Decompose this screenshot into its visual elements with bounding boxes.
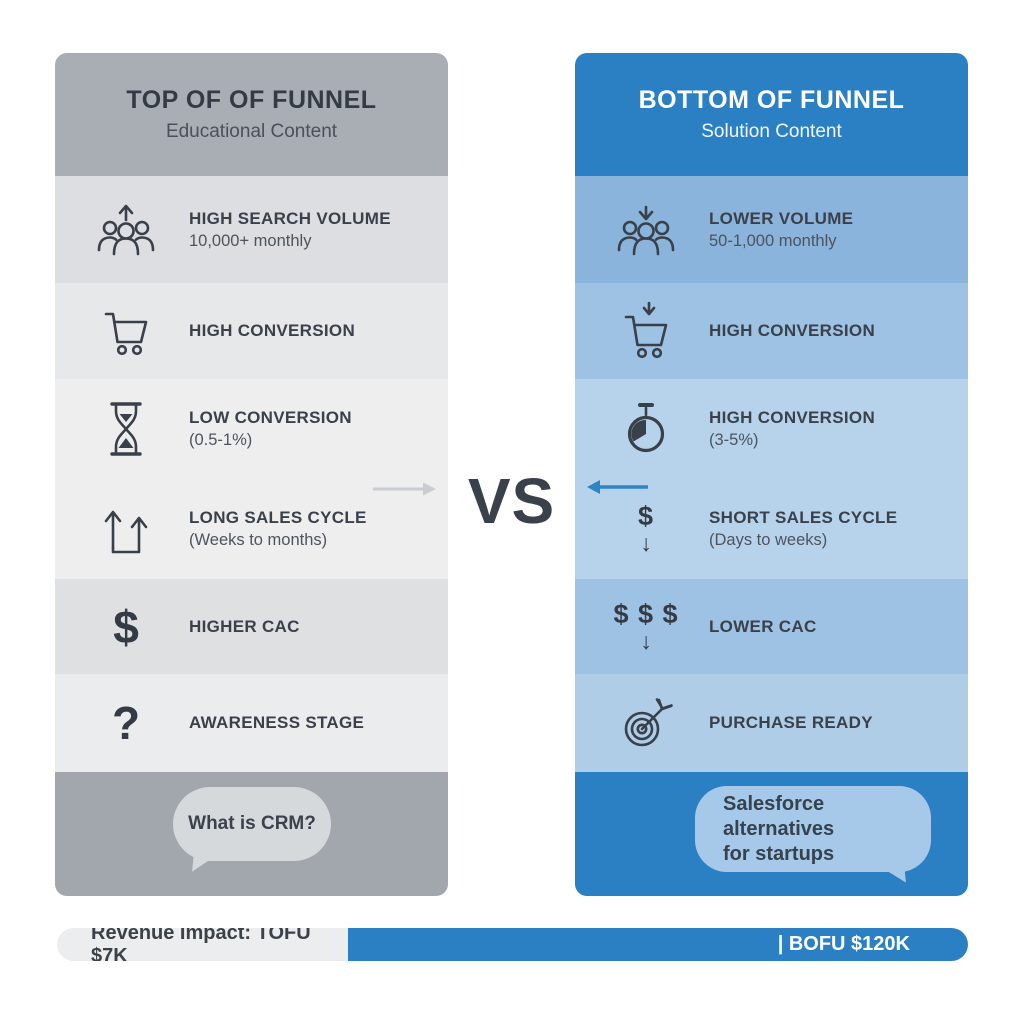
bofu-footer: Salesforce alternatives for startups [575, 772, 968, 896]
feature-subtitle: (Days to weeks) [709, 531, 828, 549]
feature-title: HIGH CONVERSION [709, 321, 876, 340]
tofu-subtitle: Educational Content [165, 121, 338, 142]
people-up-arrow-icon [79, 202, 173, 258]
dollar-glyph: $ [637, 501, 655, 531]
bofu-speech-bubble: Salesforce alternatives for startups [695, 786, 931, 886]
down-arrow-glyph: ↓ [640, 627, 652, 654]
shopping-cart-icon [79, 304, 173, 358]
down-arrow-glyph: ↓ [640, 530, 652, 556]
people-down-arrow-icon [599, 202, 693, 258]
feature-subtitle: (Weeks to months) [189, 531, 328, 549]
bofu-subtitle: Solution Content [701, 121, 842, 142]
feature-subtitle: (3-5%) [709, 431, 759, 449]
gray-right-arrow-icon [373, 482, 436, 496]
question-glyph: ? [111, 697, 141, 749]
dollar-glyph: $ [113, 600, 139, 653]
bofu-row-cac: $ $ $ ↓ LOWER CAC [575, 579, 968, 674]
tofu-row-conversion: HIGH CONVERSION [55, 283, 448, 379]
bofu-query-text: Salesforce alternatives for startups [723, 792, 931, 867]
tofu-panel: TOP OF OF FUNNEL Educational Content HIG… [55, 53, 448, 896]
bofu-query-line2: for startups [723, 842, 835, 865]
feature-title: LOW CONVERSION [189, 408, 352, 427]
cart-down-arrow-icon [599, 301, 693, 361]
bofu-row-sales-cycle: $ ↓ SHORT SALES CYCLE (Days to weeks) [575, 479, 968, 579]
tofu-speech-bubble: What is CRM? [173, 787, 331, 875]
bofu-row-purchase-ready: PURCHASE READY [575, 674, 968, 772]
blue-left-arrow-icon [587, 480, 648, 494]
revenue-tofu-segment: Revenue Impact: TOFU $7K [57, 928, 348, 961]
tofu-title: TOP OF OF FUNNEL [126, 86, 377, 114]
hourglass-icon [79, 400, 173, 458]
bofu-header: BOTTOM OF FUNNEL Solution Content [575, 53, 968, 176]
feature-title: HIGH CONVERSION [189, 321, 356, 340]
revenue-impact-bar: Revenue Impact: TOFU $7K | BOFU $120K [57, 928, 968, 961]
feature-title: HIGH SEARCH VOLUME [189, 208, 391, 228]
feature-subtitle: 10,000+ monthly [189, 231, 312, 250]
target-dart-icon [599, 695, 693, 751]
tofu-row-awareness: ? AWARENESS STAGE [55, 674, 448, 772]
revenue-bofu-segment: | BOFU $120K [348, 928, 968, 961]
bofu-row-high-conversion: HIGH CONVERSION (3-5%) [575, 379, 968, 479]
bofu-query-line1: Salesforce alternatives [723, 792, 835, 840]
dollar-down-arrow-icon: $ ↓ [599, 503, 693, 555]
bofu-row-conversion: HIGH CONVERSION [575, 283, 968, 379]
feature-title: HIGH CONVERSION [709, 408, 876, 427]
feature-title: LOWER VOLUME [709, 208, 854, 228]
feature-subtitle: 50-1,000 monthly [709, 231, 837, 250]
tofu-row-sales-cycle: LONG SALES CYCLE (Weeks to months) [55, 479, 448, 579]
tofu-footer: What is CRM? [55, 772, 448, 896]
tofu-row-low-conversion: LOW CONVERSION (0.5-1%) [55, 379, 448, 479]
feature-title: AWARENESS STAGE [189, 713, 365, 732]
bofu-row-volume: LOWER VOLUME 50-1,000 monthly [575, 176, 968, 283]
speech-bubble-tail [878, 862, 906, 886]
bofu-panel: BOTTOM OF FUNNEL Solution Content LOWER … [575, 53, 968, 896]
question-mark-icon: ? [79, 700, 173, 746]
feature-title: HIGHER CAC [189, 616, 300, 636]
uturn-up-arrows-icon [79, 502, 173, 556]
speech-bubble-tail [192, 851, 218, 875]
feature-title: LOWER CAC [709, 616, 817, 636]
feature-subtitle: (0.5-1%) [189, 431, 253, 449]
stopwatch-icon [599, 400, 693, 458]
feature-title: LONG SALES CYCLE [189, 508, 367, 527]
vs-label: VS [467, 465, 556, 537]
feature-title: PURCHASE READY [709, 713, 873, 732]
dollar-icon: $ [79, 604, 173, 650]
triple-dollar-glyph: $ $ $ [613, 598, 679, 629]
triple-dollar-down-icon: $ $ $ ↓ [599, 598, 693, 654]
tofu-row-cac: $ HIGHER CAC [55, 579, 448, 674]
bofu-title: BOTTOM OF FUNNEL [638, 86, 905, 114]
tofu-query-text: What is CRM? [188, 813, 316, 834]
tofu-row-search-volume: HIGH SEARCH VOLUME 10,000+ monthly [55, 176, 448, 283]
feature-title: SHORT SALES CYCLE [709, 508, 898, 527]
tofu-header: TOP OF OF FUNNEL Educational Content [55, 53, 448, 176]
